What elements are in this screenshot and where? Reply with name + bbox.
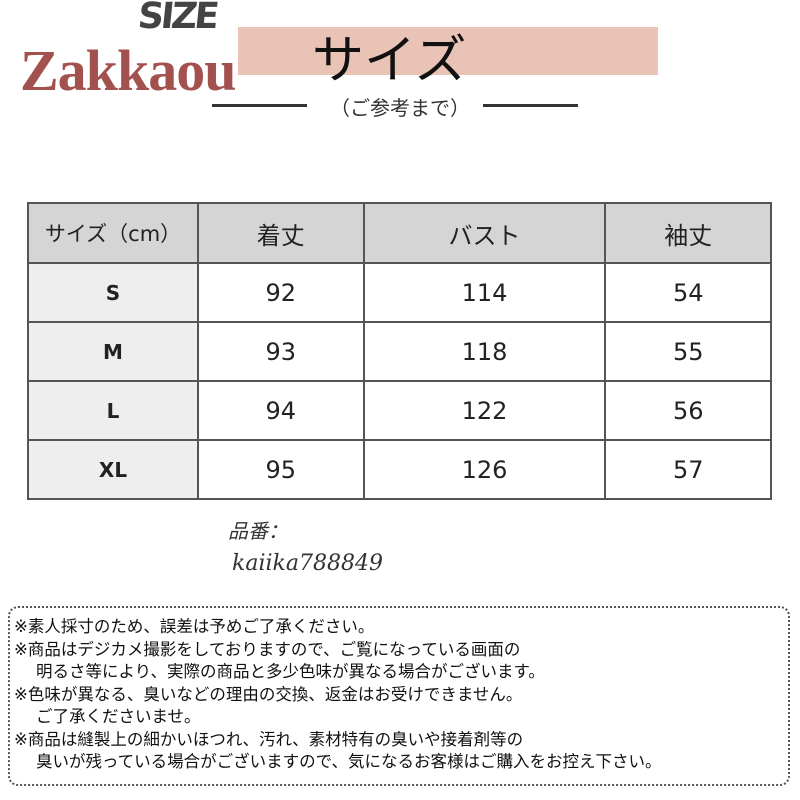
size-logo: SIZE	[135, 0, 219, 37]
title-band	[238, 27, 658, 75]
note-line: ご了承くださいませ。	[36, 707, 201, 726]
cell: 114	[362, 262, 607, 323]
size-cell: S	[27, 262, 199, 323]
cell: 95	[197, 439, 365, 500]
divider-right	[483, 104, 578, 107]
brand-watermark: Zakkaou	[20, 38, 236, 103]
table-header-row: サイズ（cm） 着丈 バスト 袖丈	[27, 202, 772, 264]
cell: 93	[197, 321, 365, 382]
table-row: L 94 122 56	[27, 380, 772, 441]
notes-box: ※素人採寸のため、誤差は予めご了承ください。 ※商品はデジカメ撮影をしております…	[8, 606, 790, 786]
note-line: ※商品は縫製上の細かいほつれ、汚れ、素材特有の臭いや接着剤等の	[14, 729, 524, 749]
product-code: kaiika788849	[232, 551, 383, 576]
note-line: ※色味が異なる、臭いなどの理由の交換、返金はお受けできません。	[14, 684, 523, 704]
note-line: ※商品はデジカメ撮影をしておりますので、ご覧になっている画面の	[14, 639, 521, 659]
table-row: M 93 118 55	[27, 321, 772, 382]
note-line: 臭いが残っている場合がございますので、気になるお客様はご購入をお控え下さい。	[36, 752, 662, 771]
cell: 122	[362, 380, 607, 441]
size-cell: M	[27, 321, 199, 382]
note-line: 明るさ等により、実際の商品と多少色味が異なる場合がございます。	[36, 662, 545, 681]
cell: 57	[604, 439, 772, 500]
cell: 118	[362, 321, 607, 382]
size-cell: L	[27, 380, 199, 441]
product-code-label: 品番：	[228, 519, 288, 543]
table-row: XL 95 126 57	[27, 439, 772, 500]
header-size: サイズ（cm）	[27, 202, 199, 264]
size-table: サイズ（cm） 着丈 バスト 袖丈 S 92 114 54 M 93 118 5…	[27, 202, 772, 500]
subtitle: （ご参考まで）	[330, 96, 470, 120]
cell: 126	[362, 439, 607, 500]
size-cell: XL	[27, 439, 199, 500]
table-row: S 92 114 54	[27, 262, 772, 323]
header-bust: バスト	[362, 202, 607, 264]
divider-left	[212, 104, 307, 107]
cell: 56	[604, 380, 772, 441]
header-sleeve: 袖丈	[604, 202, 772, 264]
cell: 54	[604, 262, 772, 323]
note-line: ※素人採寸のため、誤差は予めご了承ください。	[14, 617, 375, 636]
header-length: 着丈	[197, 202, 365, 264]
cell: 94	[197, 380, 365, 441]
page-title: サイズ	[312, 31, 467, 91]
cell: 55	[604, 321, 772, 382]
cell: 92	[197, 262, 365, 323]
